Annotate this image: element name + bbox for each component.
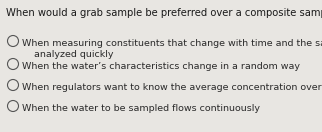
Text: When the water to be sampled flows continuously: When the water to be sampled flows conti…: [22, 104, 260, 113]
Text: When would a grab sample be preferred over a composite sample?: When would a grab sample be preferred ov…: [6, 8, 322, 18]
Text: When measuring constituents that change with time and the sample must be
    ana: When measuring constituents that change …: [22, 39, 322, 59]
Text: When the water’s characteristics change in a random way: When the water’s characteristics change …: [22, 62, 300, 71]
Text: When regulators want to know the average concentration over time: When regulators want to know the average…: [22, 83, 322, 92]
